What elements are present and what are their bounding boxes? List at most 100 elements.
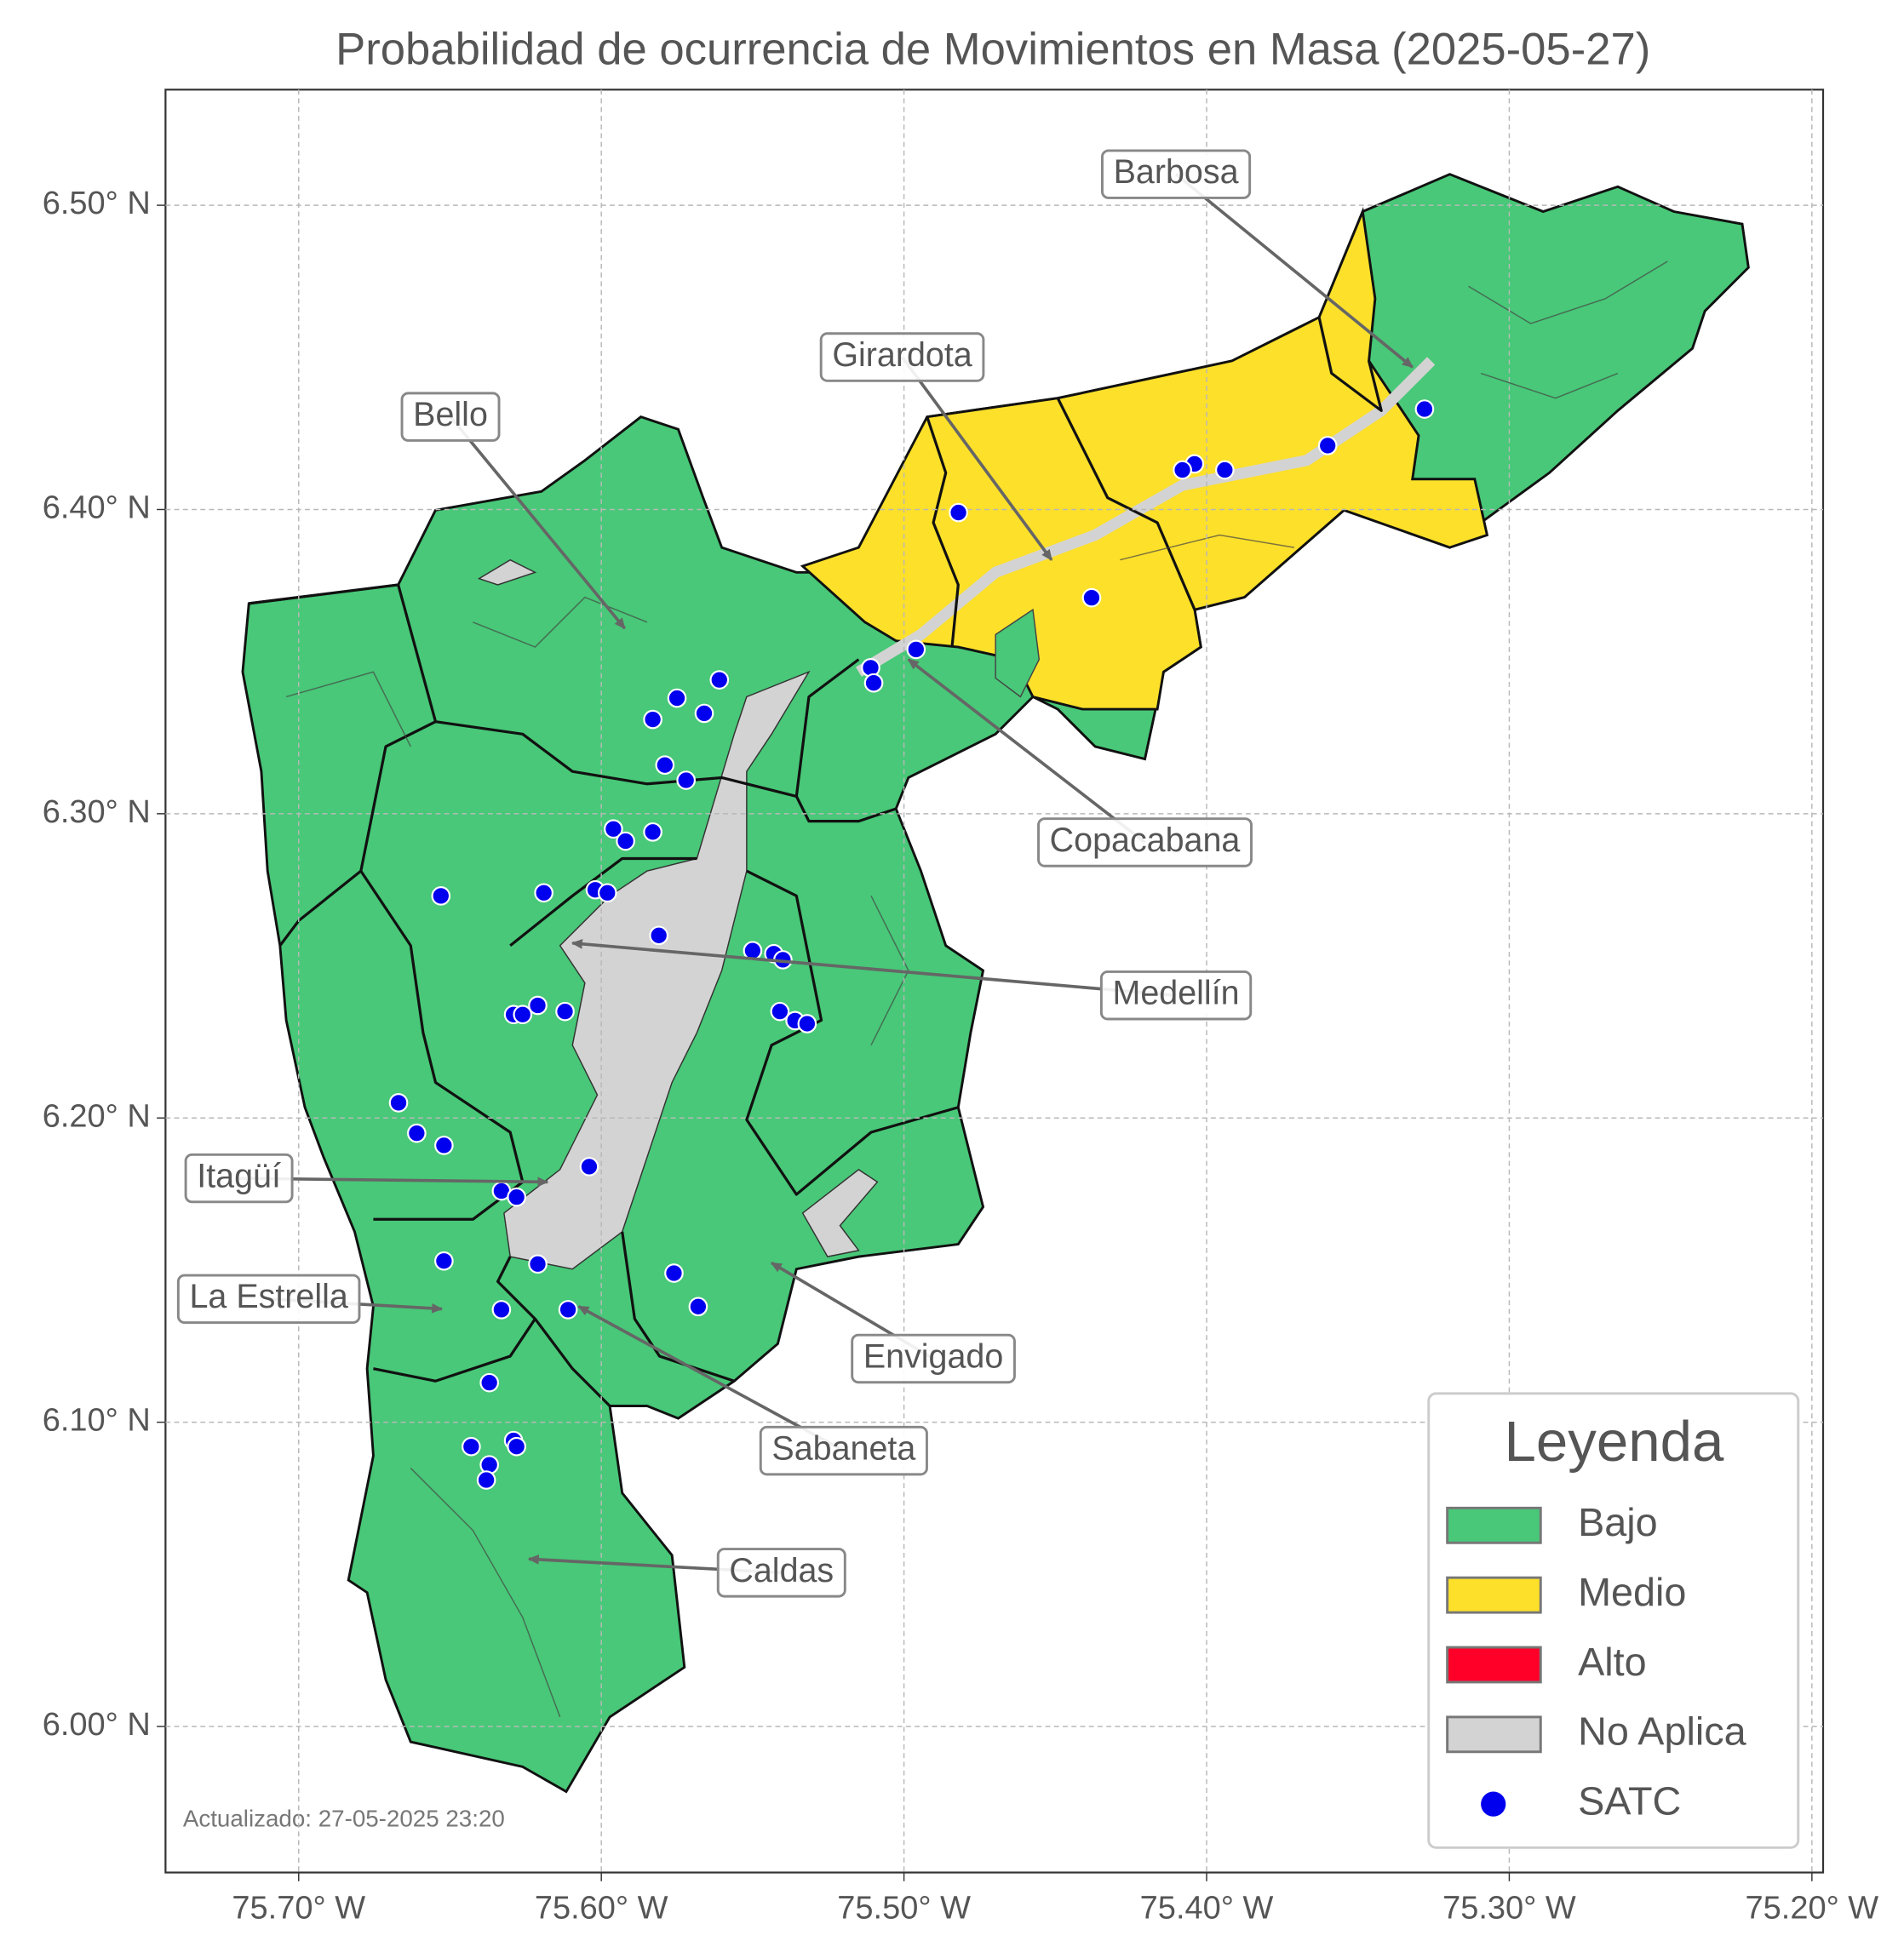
y-tick-label: 6.00° N [43, 1707, 151, 1743]
annotation-box [851, 1333, 1016, 1384]
satc-point [479, 1372, 499, 1393]
annotation-label: La Estrella [190, 1278, 348, 1315]
border [926, 416, 960, 648]
annotation-box [1099, 970, 1253, 1021]
legend-swatch [1446, 1576, 1542, 1614]
satc-point [770, 1001, 790, 1022]
region-no-aplica [503, 670, 811, 1270]
x-tick-label: 75.40° W [1140, 1890, 1274, 1926]
annotation-arrow [1174, 173, 1414, 369]
satc-point [604, 819, 623, 839]
footnote: Actualizado: 27-05-2025 23:20 [183, 1805, 505, 1831]
satc-point [1173, 460, 1192, 480]
x-tick-label: 75.50° W [837, 1890, 971, 1926]
annotation-label: Girardota [832, 336, 972, 374]
river-no-aplica [856, 357, 1436, 677]
annotation-box [176, 1274, 361, 1325]
legend-title: Leyenda [1505, 1410, 1725, 1474]
annotation: Medellín [1099, 970, 1253, 1021]
satc-point [528, 1254, 548, 1274]
legend-swatch [1446, 1646, 1542, 1684]
annotation-arrow [901, 356, 1053, 561]
map-layers [241, 173, 1750, 1794]
annotation-label: Bello [413, 396, 488, 433]
annotation-box [819, 332, 985, 382]
sub-border [1120, 534, 1295, 561]
satc-point [709, 670, 730, 690]
patch-no-aplica [801, 1168, 879, 1257]
annotation: Envigado [851, 1333, 1016, 1384]
satc-point [667, 688, 687, 708]
annotation-label: Medellín [1113, 975, 1240, 1012]
annotation-label: Caldas [729, 1552, 834, 1589]
annotation-box [716, 1548, 846, 1598]
satc-point [688, 1297, 708, 1317]
patch-no-aplica [477, 558, 537, 586]
annotation-box [400, 392, 501, 442]
sub-border [1468, 261, 1668, 324]
border [621, 1231, 735, 1383]
satc-point [664, 1263, 684, 1283]
satc-point [555, 1001, 575, 1022]
legend-swatch [1446, 1506, 1542, 1544]
annotation: Caldas [716, 1548, 846, 1598]
border [534, 1318, 611, 1407]
annotation-label: Itagüí [197, 1157, 281, 1194]
satc-point [1081, 587, 1102, 608]
legend-label: Alto [1578, 1640, 1647, 1684]
satc-point [507, 1436, 526, 1457]
sub-borders [285, 261, 1668, 1718]
annotation-label: Barbosa [1114, 153, 1239, 191]
patch-bajo [995, 608, 1041, 698]
border [249, 583, 860, 799]
border [1317, 317, 1383, 412]
sub-border [1480, 372, 1619, 399]
x-tick-label: 75.30° W [1442, 1890, 1576, 1926]
annotation-box [184, 1153, 294, 1204]
annotation: Copacabana [1037, 817, 1253, 867]
satc-point [579, 1157, 599, 1177]
y-tick-label: 6.40° N [43, 490, 151, 526]
sub-border [870, 895, 909, 1046]
sub-border [285, 671, 411, 747]
legend-swatch [1481, 1791, 1506, 1817]
satc-point [513, 1005, 533, 1025]
satc-point [649, 925, 669, 946]
annotation-arrow [907, 658, 1146, 844]
satc-point [434, 1136, 454, 1155]
map-title: Probabilidad de ocurrencia de Movimiento… [335, 24, 1650, 74]
y-tick-label: 6.20° N [43, 1098, 151, 1134]
satc-point [655, 755, 675, 776]
annotation: Bello [400, 392, 501, 442]
satc-point [676, 770, 697, 790]
satc-point [643, 822, 662, 842]
satc-point [534, 883, 553, 903]
plot-frame [164, 89, 1825, 1874]
annotation-box [1100, 149, 1252, 199]
y-tick-label: 6.10° N [43, 1403, 151, 1439]
legend-label: SATC [1578, 1779, 1681, 1824]
annotation-box [1037, 817, 1253, 867]
satc-point [558, 1300, 578, 1320]
satc-point [906, 639, 926, 660]
satc-point [1414, 399, 1435, 419]
satc-point [507, 1187, 526, 1207]
legend-label: Medio [1578, 1570, 1686, 1614]
satc-point [797, 1014, 817, 1033]
y-tick-label: 6.30° N [43, 794, 151, 830]
sub-border [473, 596, 648, 648]
annotation: La Estrella [176, 1274, 361, 1325]
border [1056, 398, 1196, 610]
satc-point [616, 831, 635, 851]
satc-point [407, 1123, 427, 1143]
border [794, 795, 897, 823]
legend-label: No Aplica [1578, 1709, 1746, 1754]
annotation: Girardota [819, 332, 985, 382]
annotation-label: Envigado [863, 1337, 1003, 1375]
satc-point [462, 1436, 481, 1457]
annotation-arrow [571, 939, 1177, 998]
x-tick-label: 75.60° W [535, 1890, 668, 1926]
sub-border [410, 1468, 561, 1718]
annotation-arrow [449, 415, 627, 630]
